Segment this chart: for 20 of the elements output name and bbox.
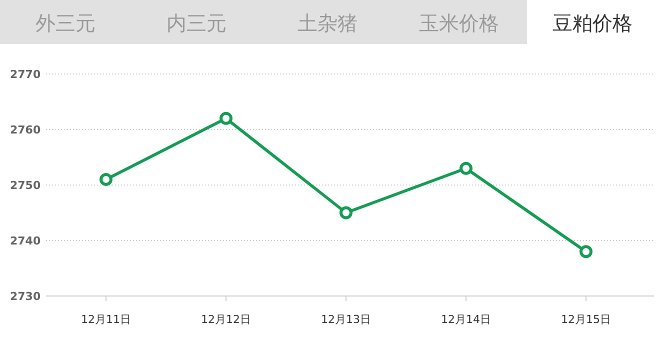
x-tick-label: 12月13日 [321,313,371,326]
y-tick-label: 2770 [10,68,41,81]
x-tick-label: 12月11日 [81,313,131,326]
point [580,245,592,258]
point [100,172,112,186]
x-tick-label: 12月14日 [441,313,491,326]
point [220,112,232,125]
y-tick-label: 2760 [10,124,41,136]
text: 土杂猪 [298,11,358,35]
chart-title: 豆粕价格 [552,11,632,35]
y-tick-label: 2750 [10,179,41,192]
point [460,162,472,175]
text: 内三元 [166,11,227,35]
y-tick-label: 2730 [10,290,41,303]
y-tick-label: 2740 [10,234,41,248]
text: 外三元 [36,11,96,35]
point [340,206,352,220]
text: 玉米价格 [418,11,499,35]
x-tick-label: 12月12日 [201,313,251,326]
x-tick-label: 12月15日 [561,313,611,326]
